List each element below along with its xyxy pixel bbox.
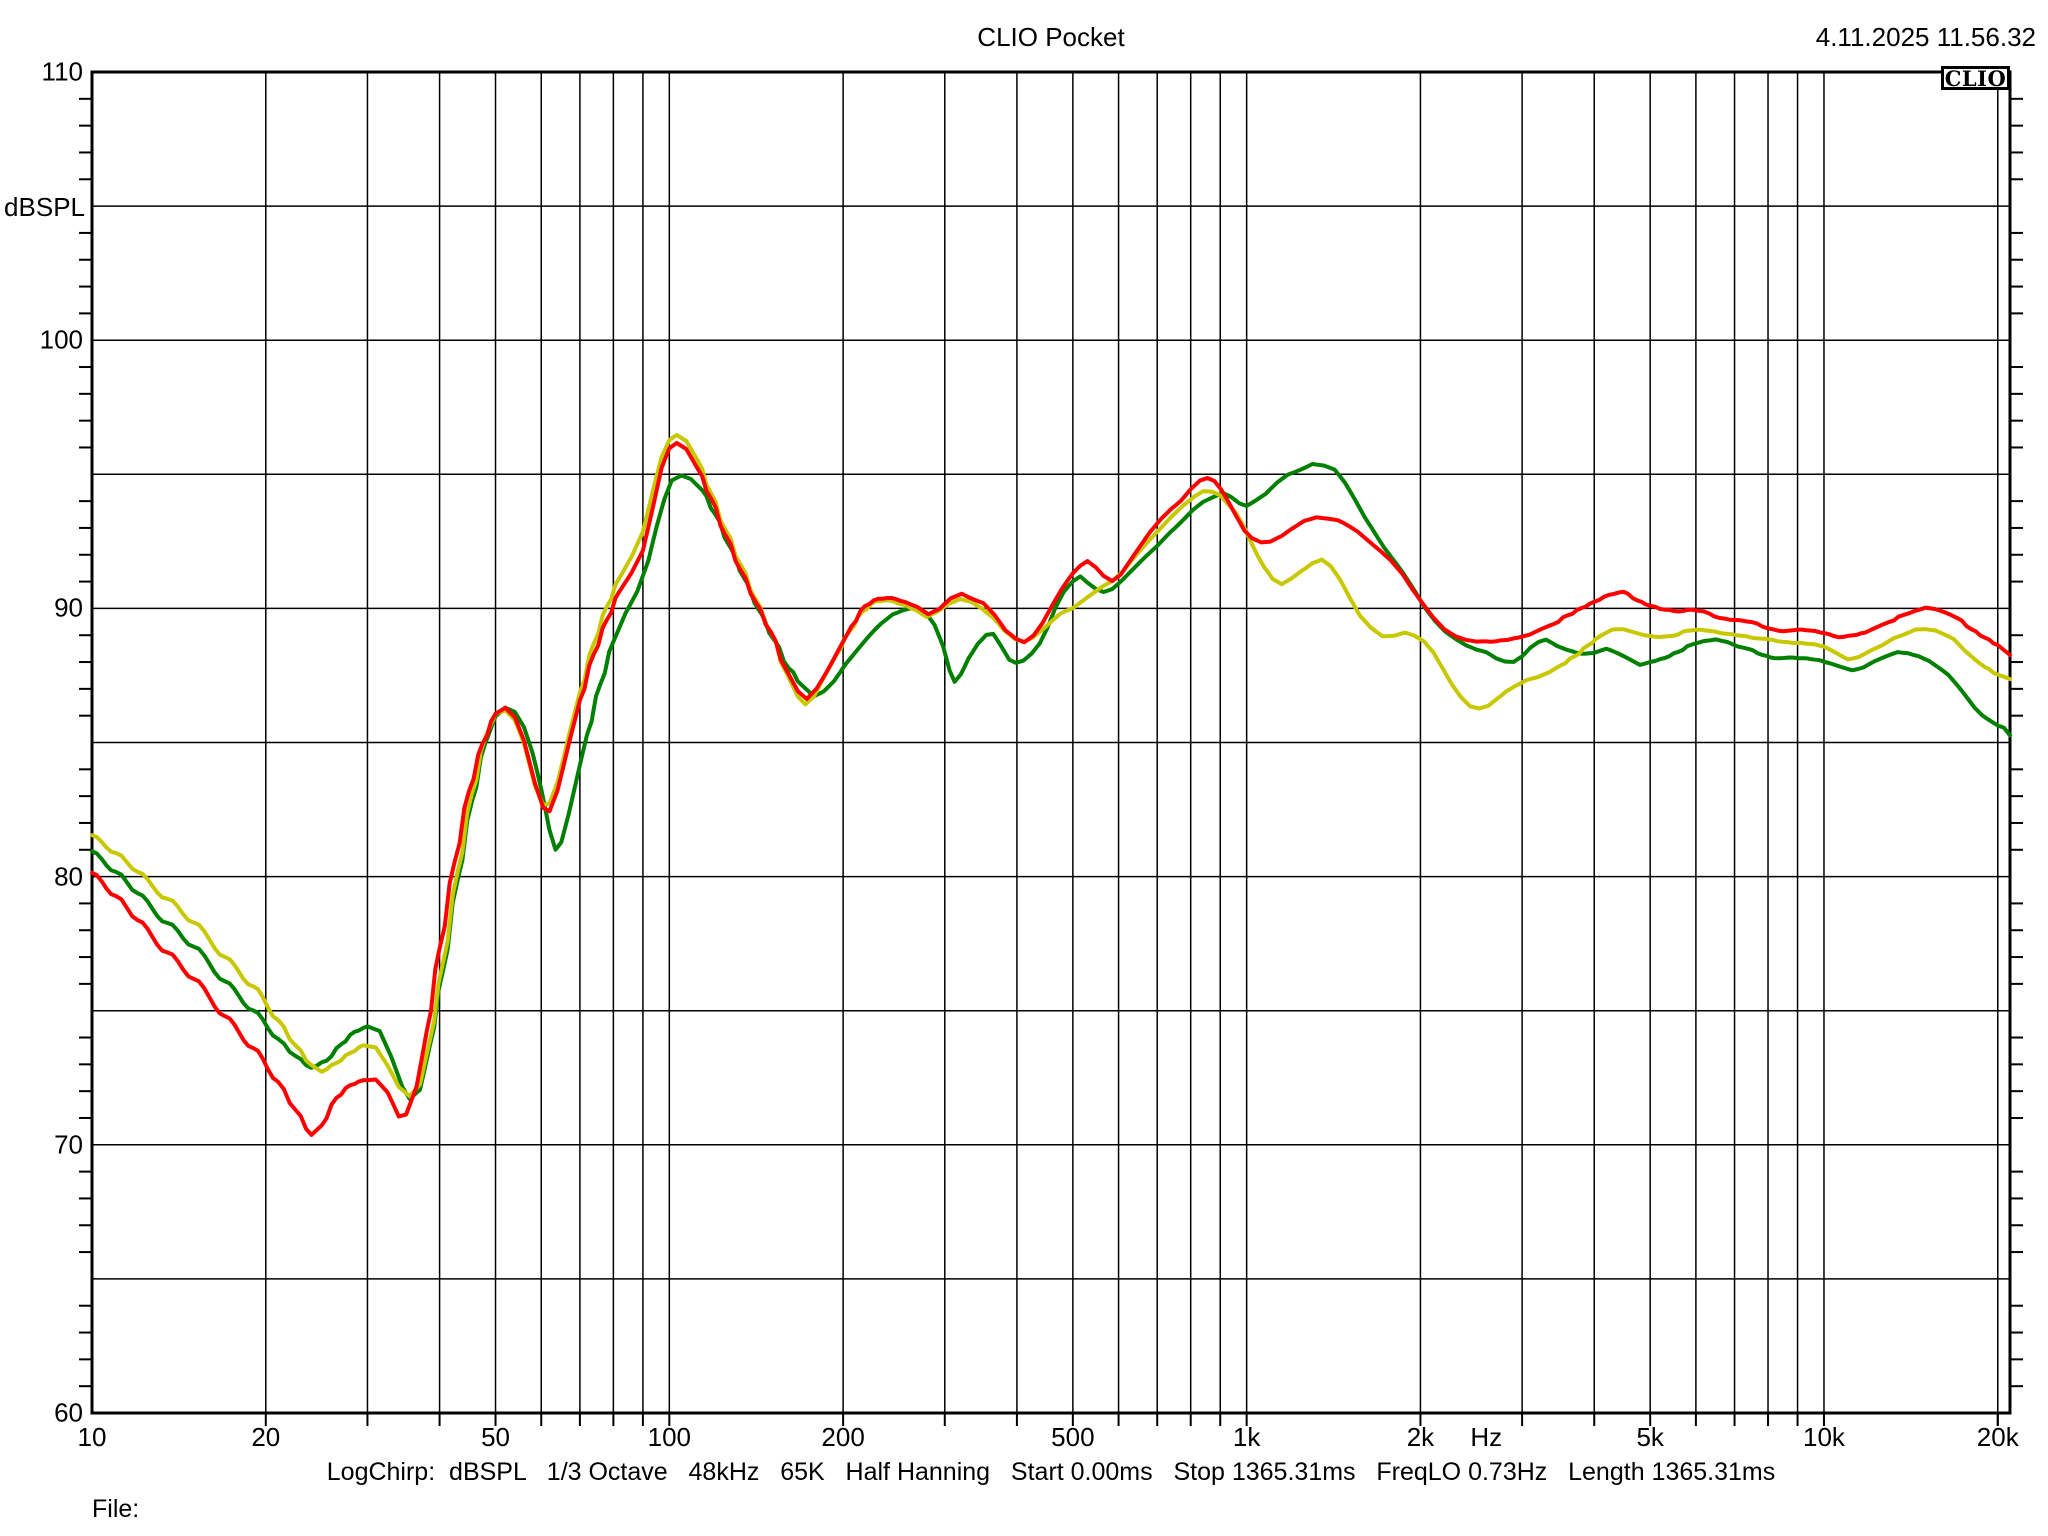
- green-response-curve: [90, 462, 2012, 1101]
- yellow-response-curve: [90, 433, 2012, 1099]
- y-tick-label-90: 90: [54, 592, 83, 623]
- x-tick-label-2k: 2k: [1406, 1422, 1435, 1452]
- y-axis-unit-label: dBSPL: [4, 192, 85, 222]
- timestamp: 4.11.2025 11.56.32: [1815, 22, 2036, 52]
- clio-logo: CLIO: [1941, 66, 2010, 90]
- y-tick-label-110: 110: [41, 56, 83, 87]
- x-axis-unit-label: Hz: [1470, 1422, 1503, 1452]
- x-tick-label-20: 20: [251, 1422, 281, 1452]
- red-response-curve: [90, 441, 2012, 1137]
- y-tick-label-60: 60: [54, 1397, 83, 1428]
- x-tick-label-50: 50: [481, 1422, 510, 1452]
- x-tick-label-10: 10: [77, 1422, 107, 1452]
- page-title: CLIO Pocket: [977, 22, 1125, 52]
- x-tick-label-1k: 1k: [1232, 1422, 1261, 1452]
- x-tick-label-200: 200: [821, 1422, 865, 1452]
- y-tick-label-80: 80: [54, 861, 83, 892]
- measurement-settings-line: LogChirp: dBSPL 1/3 Octave 48kHz 65K Hal…: [326, 1458, 1776, 1486]
- file-label: File:: [92, 1495, 140, 1523]
- plot-frame: [90, 70, 2012, 1415]
- x-tick-label-10k: 10k: [1803, 1422, 1845, 1452]
- x-tick-label-100: 100: [647, 1422, 692, 1452]
- y-tick-label-70: 70: [54, 1129, 83, 1160]
- x-tick-label-500: 500: [1051, 1422, 1095, 1452]
- y-tick-label-100: 100: [39, 324, 83, 355]
- x-tick-label-5k: 5k: [1636, 1422, 1664, 1452]
- x-tick-label-20k: 20k: [1976, 1422, 2019, 1452]
